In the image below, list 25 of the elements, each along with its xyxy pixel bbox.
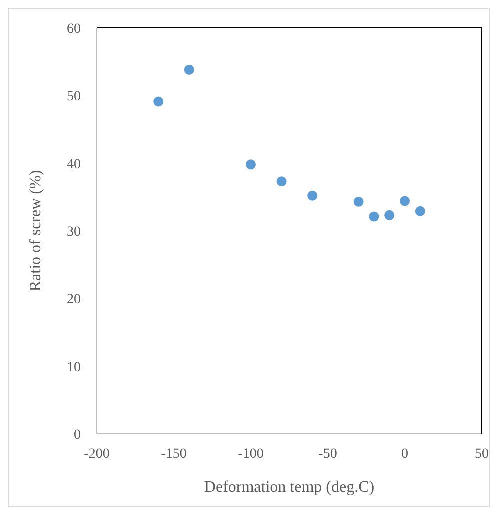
y-tick-label: 10 [67, 360, 81, 376]
y-axis-title: Ratio of screw (%) [28, 170, 45, 292]
y-tick-label: 30 [67, 224, 81, 240]
y-tick-label: 40 [67, 157, 81, 172]
point [276, 176, 287, 187]
point [354, 196, 364, 207]
point [308, 190, 318, 201]
point [400, 196, 410, 206]
x-tick-label: 50 [475, 446, 489, 462]
point [246, 160, 256, 170]
y-tick-label: 50 [67, 90, 81, 105]
y-tick-label: 0 [74, 428, 81, 443]
x-tick-label: 0 [402, 446, 408, 462]
x-tick-label: -50 [318, 446, 338, 462]
point [384, 210, 395, 220]
point [184, 64, 194, 75]
y-tick-label: 20 [67, 292, 81, 308]
point [369, 212, 380, 222]
point [415, 206, 426, 216]
x-tick-label: -100 [238, 446, 264, 462]
x-tick-label: -150 [161, 446, 187, 462]
y-tick-label: 60 [67, 22, 81, 37]
x-tick-label: -200 [84, 446, 110, 462]
point [154, 96, 164, 107]
x-axis-title: Deformation temp (deg.C) [204, 479, 375, 496]
